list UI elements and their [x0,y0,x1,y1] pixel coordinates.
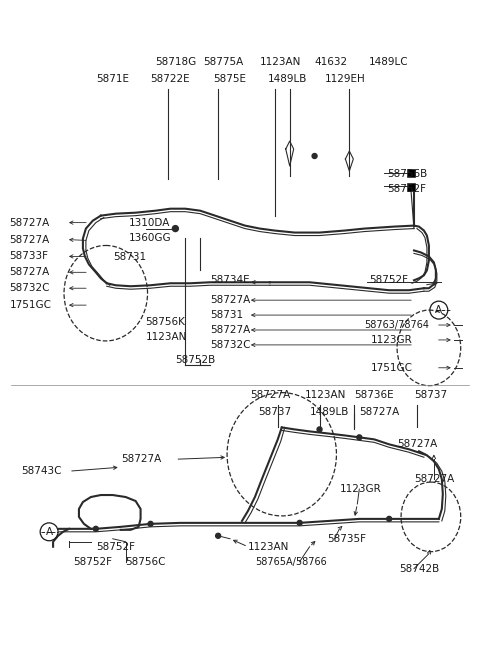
Text: 58732C: 58732C [210,340,251,350]
Text: 58765A/58766: 58765A/58766 [255,556,327,566]
Text: 58737: 58737 [258,407,291,417]
Text: 58752F: 58752F [73,556,112,566]
Circle shape [357,435,362,440]
Text: 1489LB: 1489LB [310,407,349,417]
Text: 58727A: 58727A [210,295,251,305]
Circle shape [387,516,392,522]
Text: 58722E: 58722E [151,74,190,85]
Text: 58727A: 58727A [9,267,49,277]
Text: 1123AN: 1123AN [260,57,301,66]
Text: 58752F: 58752F [96,542,135,552]
Text: 58718G: 58718G [156,57,197,66]
Circle shape [216,533,221,538]
Text: 58752B: 58752B [175,355,216,365]
Text: A: A [435,305,443,315]
Circle shape [317,427,322,432]
Text: 5875E: 5875E [213,74,246,85]
Text: 1360GG: 1360GG [129,233,171,242]
Circle shape [172,225,179,231]
Text: 41632: 41632 [314,57,348,66]
Text: 58756B: 58756B [387,169,427,179]
Text: 58756C: 58756C [126,556,166,566]
Text: 58752F: 58752F [387,184,426,194]
Text: 1123GR: 1123GR [339,484,381,494]
Text: 1751GC: 1751GC [9,300,51,310]
Text: 58727A: 58727A [210,325,251,335]
Text: 1129EH: 1129EH [324,74,365,85]
Circle shape [148,522,153,526]
Text: 58735F: 58735F [327,533,367,544]
Text: 58736E: 58736E [354,390,394,399]
Text: 58727A: 58727A [414,474,454,484]
Text: A: A [46,527,53,537]
Text: 58727A: 58727A [250,390,290,399]
Text: 58756K: 58756K [145,317,185,327]
Text: 58752F: 58752F [369,275,408,285]
Text: 1123AN: 1123AN [305,390,346,399]
Text: 58727A: 58727A [9,217,49,227]
Text: 58775A: 58775A [203,57,243,66]
Circle shape [312,154,317,158]
Circle shape [297,520,302,526]
Bar [407,183,415,191]
Text: 1489LC: 1489LC [369,57,409,66]
Text: 1123AN: 1123AN [248,542,289,552]
Text: 1489LB: 1489LB [268,74,307,85]
Text: 58727A: 58727A [360,407,399,417]
Text: 58731: 58731 [113,252,146,262]
Text: 58727A: 58727A [9,235,49,244]
Text: 58763/78764: 58763/78764 [364,320,429,330]
Text: 58731: 58731 [210,310,243,320]
Text: 58727A: 58727A [120,454,161,464]
Text: 1751GC: 1751GC [371,363,413,373]
Circle shape [93,526,98,532]
Text: 58743C: 58743C [21,466,62,476]
Text: 1123AN: 1123AN [145,332,187,342]
Text: 58727A: 58727A [397,440,437,449]
Text: 1123GR: 1123GR [371,335,413,345]
Text: 58733F: 58733F [9,252,48,261]
Text: 1310DA: 1310DA [129,217,170,227]
Text: 58737: 58737 [414,390,447,399]
Text: 58732C: 58732C [9,283,50,293]
Bar [407,169,415,177]
Text: 58742B: 58742B [399,564,439,574]
Text: 58734E: 58734E [210,275,250,285]
Text: 5871E: 5871E [96,74,129,85]
